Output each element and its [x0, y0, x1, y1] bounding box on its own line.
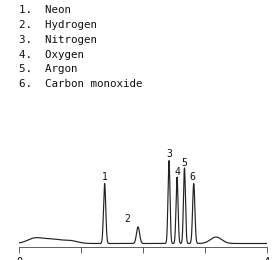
- Text: 5: 5: [182, 158, 187, 168]
- Text: 2: 2: [125, 214, 130, 224]
- Text: 1.  Neon
2.  Hydrogen
3.  Nitrogen
4.  Oxygen
5.  Argon
6.  Carbon monoxide: 1. Neon 2. Hydrogen 3. Nitrogen 4. Oxyge…: [19, 5, 143, 89]
- Text: 6: 6: [189, 172, 196, 181]
- Text: 1: 1: [102, 172, 108, 181]
- Text: 4: 4: [174, 167, 180, 177]
- Text: 3: 3: [166, 148, 172, 159]
